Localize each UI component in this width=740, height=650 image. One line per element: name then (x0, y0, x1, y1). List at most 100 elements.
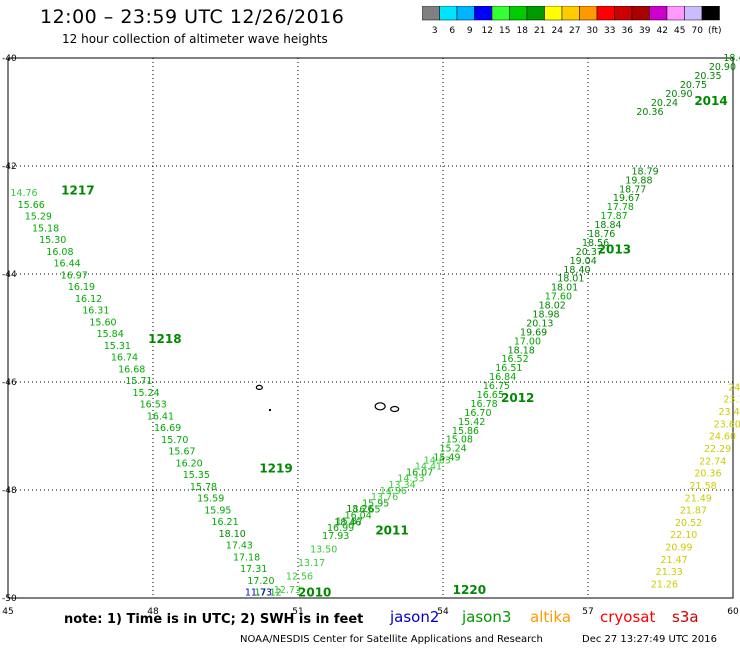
swh-value: 15.95 (362, 498, 389, 509)
swh-value: 15.67 (168, 447, 195, 458)
swh-value: 17.43 (226, 541, 253, 552)
color-scale-bar: 3 6 9 12 15 18 21 24 27 30 33 36 39 42 45 70 (ft) (422, 6, 722, 36)
swh-value: 21.87 (680, 506, 707, 517)
swh-value: 21.58 (690, 481, 717, 492)
y-tick-label: -46 (2, 378, 17, 388)
swh-value: 24.07 (728, 382, 740, 393)
swh-value: 15.59 (197, 494, 224, 505)
colorbar-label: 27 (569, 26, 580, 36)
swh-value: 17.00 (514, 336, 541, 347)
island-outline (269, 409, 271, 411)
swh-value: 20.52 (675, 518, 702, 529)
y-tick-label: -48 (2, 486, 17, 496)
swh-value: 23.60 (714, 419, 740, 430)
pass-time-label: 2012 (501, 391, 534, 405)
swh-value: 15.60 (89, 317, 116, 328)
swh-value: 16.53 (140, 400, 167, 411)
swh-value: 15.31 (104, 341, 131, 352)
swh-value: 15.08 (446, 435, 473, 446)
y-tick-label: -42 (2, 162, 17, 172)
swh-value: 15.29 (25, 212, 52, 223)
x-tick-label: 60 (727, 607, 739, 617)
swh-value: 15.35 (183, 470, 210, 481)
swh-value: 16.65 (477, 390, 504, 401)
swh-value: 15.42 (458, 417, 485, 428)
island-outline (374, 402, 386, 411)
colorbar-label: 42 (657, 26, 668, 36)
swh-value: 22.74 (699, 456, 726, 467)
swh-value: 18.46 (334, 517, 361, 528)
colorbar-label: 70 (692, 26, 704, 36)
island-outline (255, 384, 263, 390)
swh-value: 20.35 (694, 71, 721, 82)
swh-value: 13.50 (310, 544, 337, 555)
swh-value: 15.24 (440, 444, 467, 455)
pass-time-label: 2011 (375, 524, 408, 538)
swh-value: 15.24 (132, 388, 159, 399)
swh-value: 21.26 (651, 580, 678, 591)
swh-value: 16.21 (211, 517, 238, 528)
map-title: 12:00 – 23:59 UTC 12/26/2016 (40, 6, 345, 28)
swh-value: 12.56 (286, 571, 313, 582)
swh-value: 16.19 (68, 282, 95, 293)
swh-value: 17.78 (607, 202, 634, 213)
swh-value: 23.44 (719, 407, 740, 418)
swh-value: 20.99 (665, 543, 692, 554)
swh-value: 18.40 (563, 265, 590, 276)
swh-value: 16.52 (501, 354, 528, 365)
swh-value: 16.12 (75, 294, 102, 305)
swh-value: 21.49 (685, 493, 712, 504)
swh-value: 16.41 (147, 411, 174, 422)
swh-value: 14.41 (415, 461, 442, 472)
swh-value: 16.68 (118, 364, 145, 375)
swh-value: 16.51 (495, 363, 522, 374)
swh-value: 18.84 (594, 220, 621, 231)
swh-value: 15.71 (125, 376, 152, 387)
swh-value: 16.74 (111, 353, 138, 364)
swh-value: 15.66 (18, 200, 45, 211)
swh-value: 16.70 (464, 408, 491, 419)
swh-value: 15.86 (452, 426, 479, 437)
legend-jason3: jason3 (462, 608, 512, 626)
x-tick-label: 45 (2, 607, 13, 617)
swh-value: 16.75 (483, 381, 510, 392)
swh-value: 18.76 (588, 229, 615, 240)
swh-value: 14.96 (380, 486, 407, 497)
swh-value: 20.75 (680, 80, 707, 91)
colorbar-label: 21 (534, 26, 545, 36)
swh-value: 20.90 (709, 62, 736, 73)
swh-value: 16.08 (46, 247, 73, 258)
swh-value: 17.31 (240, 564, 267, 575)
x-tick-label: 51 (292, 607, 303, 617)
legend-altika: altika (530, 608, 572, 626)
swh-value: 16.04 (345, 511, 372, 522)
swh-value: 20.37 (576, 247, 603, 258)
island-outline (390, 405, 400, 413)
pass-time-label: 2013 (598, 243, 631, 257)
swh-value: 13.34 (389, 480, 416, 491)
x-tick-label: 54 (437, 607, 449, 617)
swh-value: 14.76 (10, 188, 37, 199)
swh-value: 20.36 (694, 469, 721, 480)
swh-value: 18.98 (532, 310, 559, 321)
swh-value: 21.47 (661, 555, 688, 566)
swh-value: 20.36 (636, 107, 663, 118)
swh-value: 15.49 (433, 453, 460, 464)
plot-frame (7, 57, 734, 599)
pass-time-label: 2010 (298, 586, 331, 600)
swh-value: 19.88 (625, 175, 652, 186)
legend-jason2: jason2 (390, 608, 440, 626)
swh-value: 17.93 (322, 531, 349, 542)
colorbar-label: 3 (432, 26, 438, 36)
swh-value: 15.30 (39, 235, 66, 246)
swh-value: 24.60 (709, 432, 736, 443)
pass-time-label: 1219 (259, 461, 292, 475)
swh-value: 18.01 (557, 274, 584, 285)
generated-timestamp: Dec 27 13:27:49 UTC 2016 (582, 634, 717, 645)
swh-value: 16.65 (353, 504, 380, 515)
swh-value: 18.18 (508, 345, 535, 356)
colorbar-label: 24 (552, 26, 564, 36)
colorbar-label: 18 (517, 26, 529, 36)
swh-value: 23.17 (723, 395, 740, 406)
x-tick-label: 48 (147, 607, 159, 617)
